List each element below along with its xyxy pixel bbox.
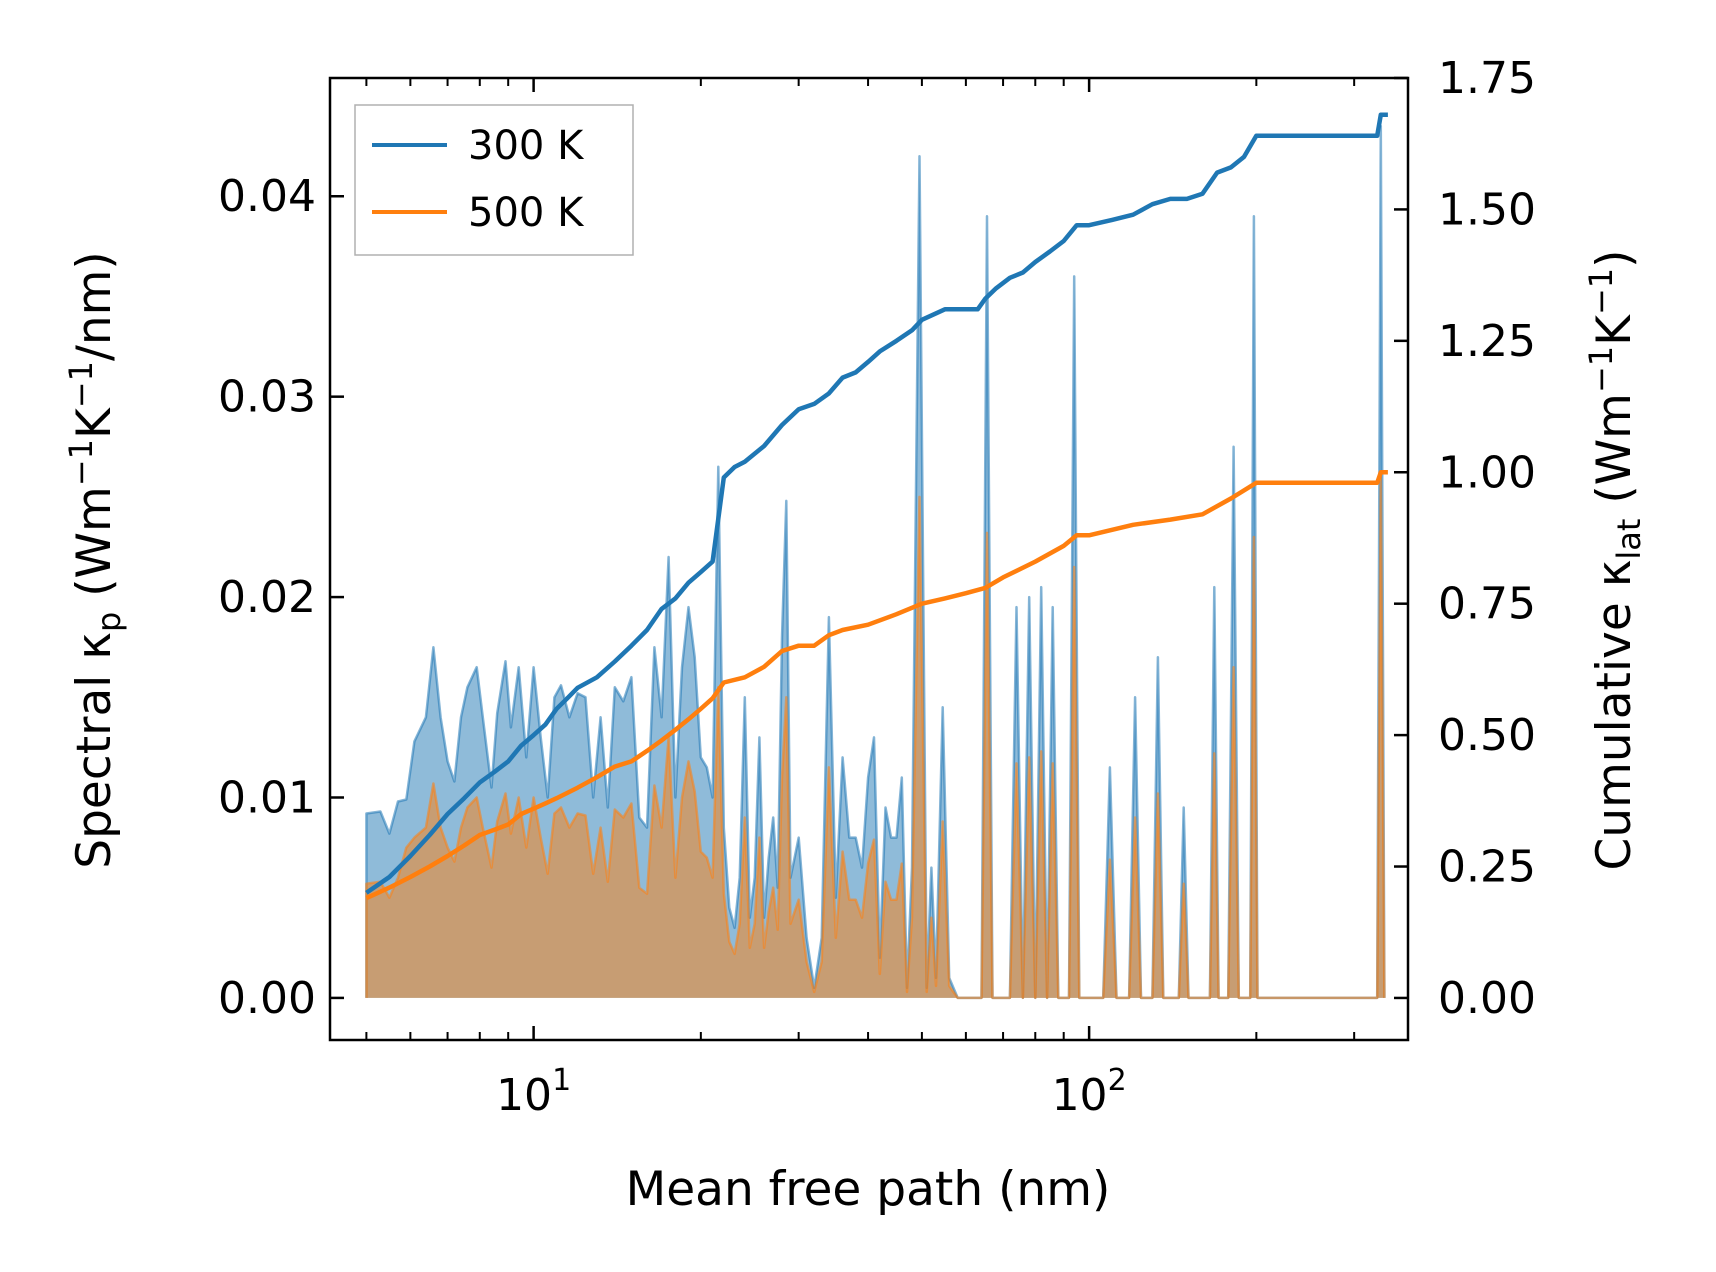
y-left-tick-label: 0.00 xyxy=(218,973,316,1024)
y-right-tick-label: 0.00 xyxy=(1438,973,1536,1024)
y-right-title-part-a: Cumulative κ xyxy=(1587,560,1642,871)
y-right-tick-label: 0.25 xyxy=(1438,842,1536,893)
spectral-fill-500k xyxy=(366,476,1385,998)
y-left-title-sup1: −1 xyxy=(62,439,100,486)
axis-labels: Mean free path (nm) Spectral κp (Wm−1K−1… xyxy=(62,249,1648,1217)
spectral-fill-300k xyxy=(366,126,1385,998)
y-left-title-sub: p xyxy=(90,612,128,632)
y-left-tick-label: 0.04 xyxy=(218,171,316,222)
y-left-title-part-d: /nm) xyxy=(67,251,122,361)
legend-label-500k: 500 K xyxy=(468,190,585,236)
y-right-tick-label: 1.25 xyxy=(1438,316,1536,367)
y-left-title-part-a: Spectral κ xyxy=(67,632,122,869)
y-right-tick-label: 1.50 xyxy=(1438,184,1536,235)
y-right-tick-label: 1.00 xyxy=(1438,447,1536,498)
legend-label-300k: 300 K xyxy=(468,123,585,169)
y-right-axis-title: Cumulative κlat (Wm−1K−1) xyxy=(1582,249,1648,870)
y-right-title-part-c: K xyxy=(1587,314,1642,346)
y-right-title-part-b: (Wm xyxy=(1587,393,1642,519)
legend-frame xyxy=(354,104,634,256)
y-right-title-sub: lat xyxy=(1610,519,1648,560)
axes: 0.00 0.01 0.02 0.03 0.04 0.00 0.25 0.50 0.75 1.00… xyxy=(218,53,1536,1121)
x-tick-label: 102 xyxy=(1052,1063,1127,1121)
cumulative-line-300k xyxy=(365,112,1388,895)
y-right-title-sup1: −1 xyxy=(1582,346,1620,393)
y-left-title-sup2: −1 xyxy=(62,361,100,408)
y-left-tick-label: 0.02 xyxy=(218,572,316,623)
y-right-title-part-d: ) xyxy=(1587,249,1642,267)
y-right-tick-label: 0.50 xyxy=(1438,710,1536,761)
y-left-axis-title: Spectral κp (Wm−1K−1/nm) xyxy=(62,251,128,868)
spectral-line-500k xyxy=(365,475,1386,1000)
y-right-tick-label: 1.75 xyxy=(1438,53,1536,104)
plot-area xyxy=(365,112,1388,1000)
legend: 300 K 500 K xyxy=(354,104,634,256)
y-left-tick-label: 0.01 xyxy=(218,772,316,823)
y-left-title-part-b: (Wm xyxy=(67,486,122,612)
x-axis-title: Mean free path (nm) xyxy=(626,1162,1111,1217)
x-tick-label: 101 xyxy=(496,1063,571,1121)
cumulative-line-500k xyxy=(365,470,1388,901)
y-right-title-sup2: −1 xyxy=(1582,268,1620,315)
y-left-title-part-c: K xyxy=(67,407,122,439)
y-left-tick-label: 0.03 xyxy=(218,372,316,423)
y-right-tick-label: 0.75 xyxy=(1438,579,1536,630)
